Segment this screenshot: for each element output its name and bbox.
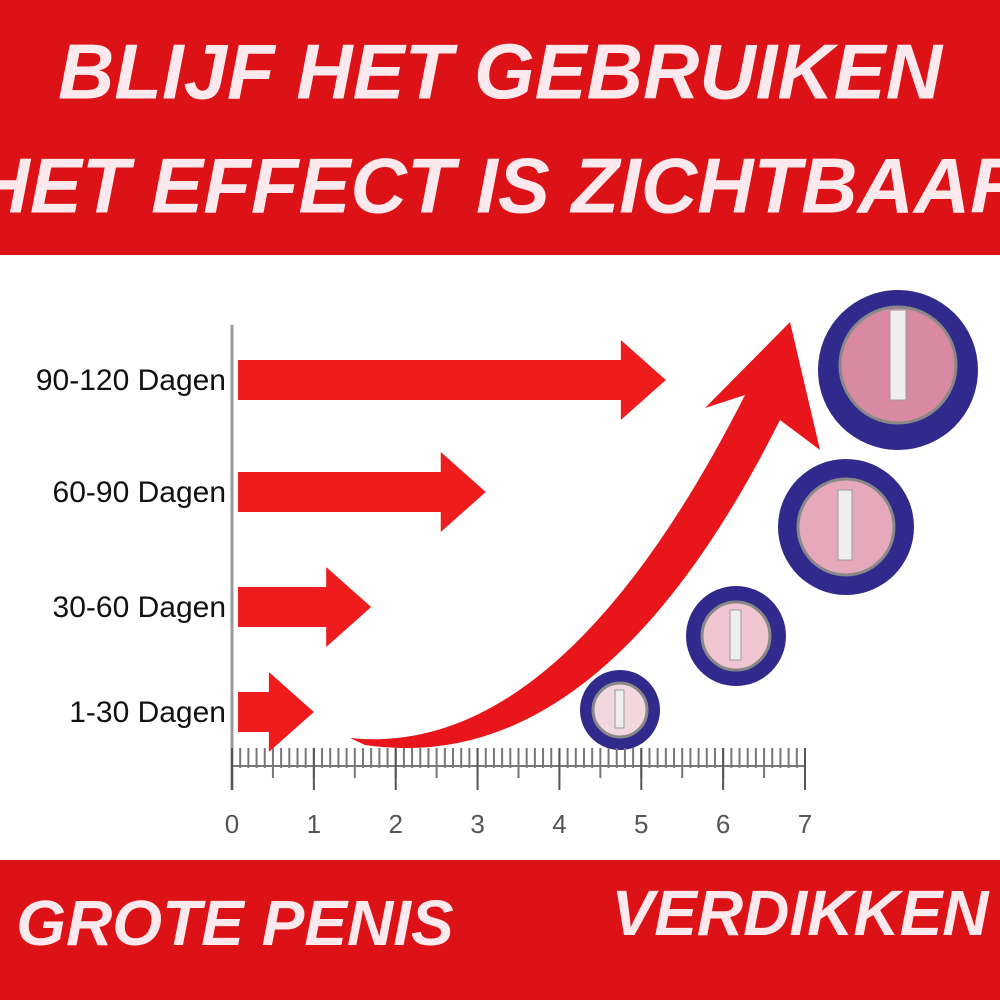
header-line: BLIJF HET GEBRUIKEN bbox=[58, 28, 944, 116]
category-label: 60-90 Dagen bbox=[53, 476, 226, 509]
header-band bbox=[0, 0, 1000, 255]
category-label: 90-120 Dagen bbox=[36, 364, 226, 397]
x-tick-label: 0 bbox=[225, 809, 239, 839]
x-tick-label: 3 bbox=[470, 809, 484, 839]
x-tick-label: 7 bbox=[798, 809, 812, 839]
footer-text: GROTE PENIS bbox=[16, 887, 454, 959]
x-tick-label: 4 bbox=[552, 809, 566, 839]
footer-band bbox=[0, 860, 1000, 1000]
x-tick-label: 2 bbox=[388, 809, 402, 839]
x-tick-label: 6 bbox=[716, 809, 730, 839]
illustrations bbox=[580, 290, 978, 750]
header-line: HET EFFECT IS ZICHTBAAR bbox=[0, 142, 1000, 230]
bar-arrow bbox=[238, 672, 314, 752]
growth-arrow bbox=[350, 322, 820, 749]
category-label: 30-60 Dagen bbox=[53, 591, 226, 624]
bar-arrow bbox=[238, 340, 666, 420]
bar-arrow bbox=[238, 567, 372, 647]
category-label: 1-30 Dagen bbox=[69, 696, 226, 729]
footer-text: VERDIKKEN bbox=[612, 877, 991, 949]
x-tick-label: 5 bbox=[634, 809, 648, 839]
x-tick-label: 1 bbox=[307, 809, 321, 839]
bar-arrow bbox=[238, 452, 486, 532]
